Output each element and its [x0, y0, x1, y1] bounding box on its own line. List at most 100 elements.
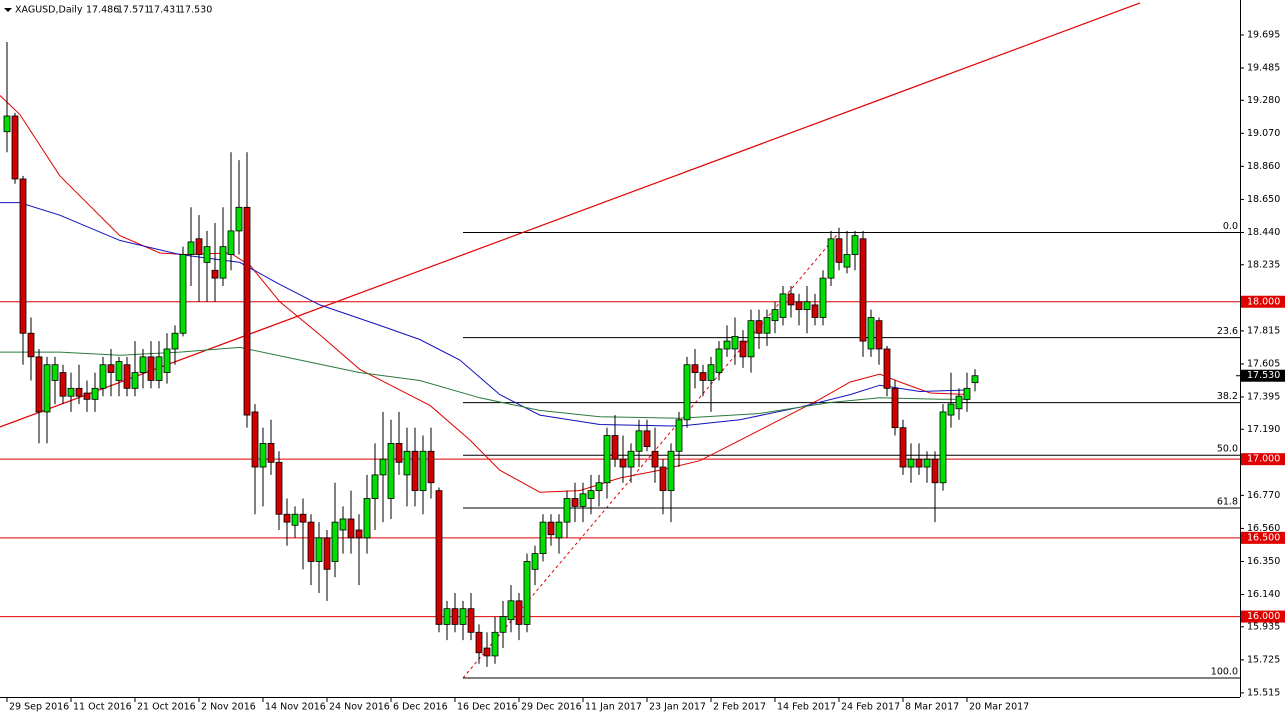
candle-body	[547, 521, 555, 536]
candle-body	[811, 304, 819, 318]
y-tick-label: 18.860	[1247, 161, 1280, 172]
y-tick-label: 16.140	[1247, 589, 1280, 600]
candle-body	[931, 458, 939, 484]
candle-body	[683, 364, 691, 421]
y-tick-label: 15.515	[1247, 687, 1280, 698]
candle-body	[835, 238, 843, 263]
y-tick-label: 15.935	[1247, 621, 1280, 632]
candle-body	[171, 332, 179, 350]
candle-body	[635, 430, 643, 452]
candle-body	[75, 387, 83, 397]
overlays: 0.0 23.6 38.2 50.0 61.8 100.0	[0, 2, 1240, 679]
price-label: 17.530	[1247, 370, 1280, 381]
x-tick-label: 29 Dec 2016	[521, 702, 582, 713]
candle-body	[291, 513, 299, 526]
moving-average	[0, 346, 971, 419]
candle-body	[915, 458, 923, 468]
candle-body	[451, 608, 459, 625]
candle-body	[235, 206, 243, 232]
x-tick-label: 11 Jan 2017	[585, 702, 642, 713]
x-tick-label: 2 Nov 2016	[201, 702, 256, 713]
candle-body	[875, 320, 883, 350]
candle-body	[227, 230, 235, 255]
candle-body	[651, 450, 659, 468]
price-box	[1241, 369, 1285, 382]
candle-body	[155, 356, 163, 381]
candle-body	[667, 450, 675, 492]
candle-body	[507, 600, 515, 621]
level-label: 16.500	[1247, 532, 1280, 543]
candles	[3, 42, 979, 667]
fib-label: 50.0	[1217, 444, 1238, 455]
candle-body	[715, 348, 723, 373]
candle-body	[99, 364, 107, 389]
candle-body	[3, 115, 11, 133]
candle-body	[59, 372, 67, 397]
candle-body	[531, 553, 539, 570]
candle-body	[643, 430, 651, 447]
candle-body	[131, 372, 139, 389]
candle-body	[347, 518, 355, 539]
x-tick-label: 2 Feb 2017	[713, 702, 766, 713]
candle-body	[219, 246, 227, 279]
y-tick-label: 19.485	[1247, 63, 1280, 74]
candle-body	[283, 513, 291, 523]
quote-open: 17.486	[86, 5, 119, 16]
candle-body	[371, 474, 379, 499]
candle-body	[83, 392, 91, 400]
candle-body	[723, 340, 731, 350]
level-label: 18.000	[1247, 296, 1280, 307]
candle-body	[395, 443, 403, 463]
moving-average	[0, 202, 971, 427]
candle-body	[475, 631, 483, 654]
candle-body	[435, 490, 443, 625]
candle-body	[339, 518, 347, 531]
candle-body	[187, 241, 195, 255]
candle-body	[611, 435, 619, 460]
candle-body	[739, 340, 747, 358]
candle-body	[459, 608, 467, 625]
level-label: 17.000	[1247, 454, 1280, 465]
candle-body	[851, 235, 859, 255]
candle-body	[619, 458, 627, 468]
candle-body	[963, 387, 971, 400]
candle-body	[147, 356, 155, 381]
x-tick-label: 8 Mar 2017	[905, 702, 959, 713]
candle-body	[907, 458, 915, 468]
y-tick-label: 16.350	[1247, 556, 1280, 567]
candle-body	[107, 364, 115, 373]
candle-body	[563, 498, 571, 523]
candle-body	[675, 419, 683, 452]
fib-label: 0.0	[1223, 221, 1238, 232]
candle-body	[443, 608, 451, 625]
level-box	[1241, 610, 1285, 623]
y-tick-label: 17.190	[1247, 424, 1280, 435]
candle-body	[243, 206, 251, 416]
y-tick-label: 19.695	[1247, 29, 1280, 40]
candle-body	[899, 427, 907, 468]
candle-body	[515, 600, 523, 625]
candle-body	[363, 498, 371, 539]
candle-body	[115, 361, 123, 381]
candle-body	[523, 561, 531, 625]
fib-label: 38.2	[1217, 391, 1238, 402]
candle-body	[571, 498, 579, 507]
candle-body	[819, 277, 827, 318]
y-tick-label: 18.235	[1247, 259, 1280, 270]
candle-body	[19, 178, 27, 334]
candle-body	[211, 269, 219, 279]
candle-body	[883, 348, 891, 389]
candle-body	[51, 364, 59, 381]
candle-body	[179, 254, 187, 334]
candle-body	[923, 458, 931, 468]
y-tick-label: 18.440	[1247, 227, 1280, 238]
candle-body	[747, 320, 755, 358]
candle-body	[947, 403, 955, 416]
quote-low: 17.431	[148, 5, 181, 16]
level-box	[1241, 531, 1285, 544]
candle-body	[299, 513, 307, 523]
candle-body	[787, 293, 795, 306]
candle-body	[163, 348, 171, 373]
candle-body	[971, 375, 979, 384]
